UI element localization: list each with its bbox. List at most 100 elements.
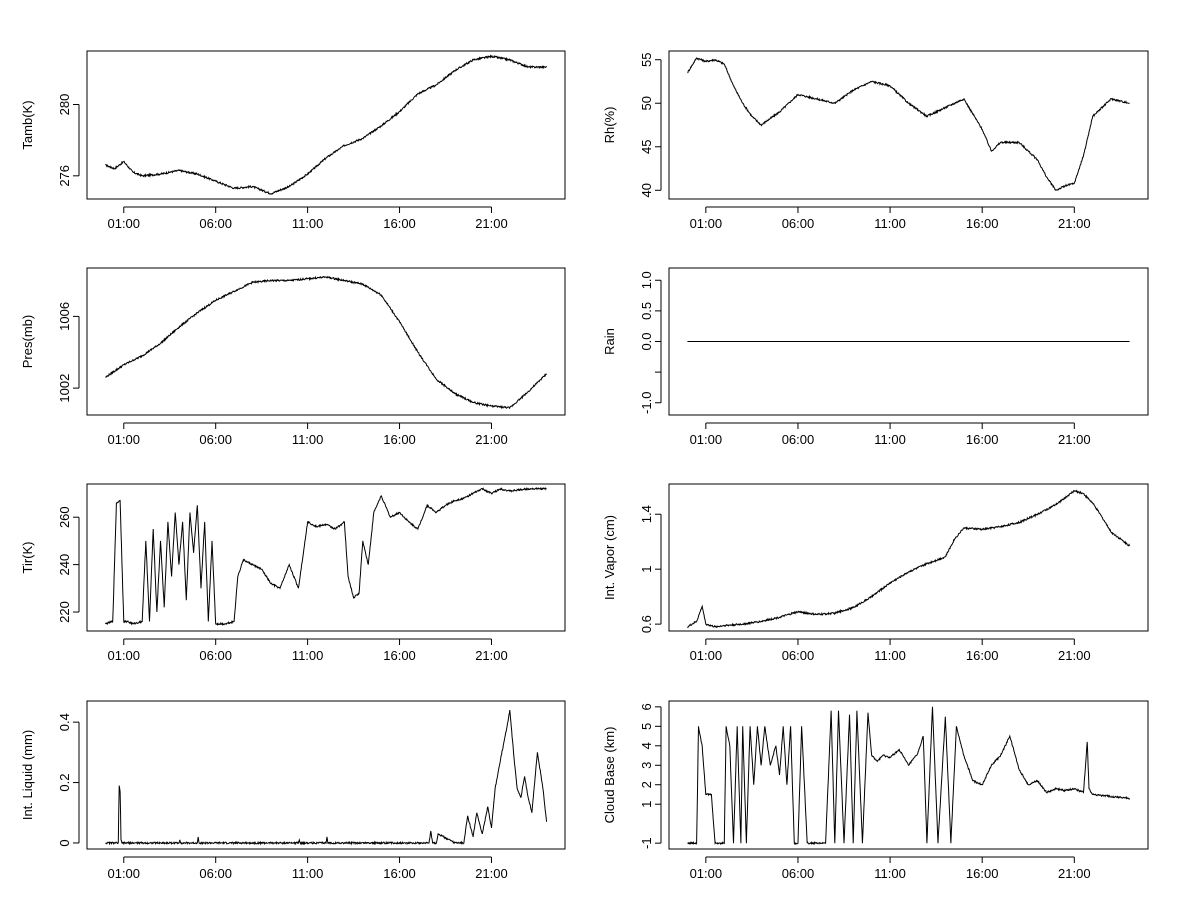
y-axis-label: Rain (602, 328, 617, 355)
x-tick-label: 16:00 (966, 648, 999, 663)
x-tick-label: 21:00 (1058, 866, 1091, 881)
x-tick-label: 21:00 (1058, 648, 1091, 663)
x-tick-label: 16:00 (383, 648, 416, 663)
plot-frame (668, 483, 1149, 632)
x-tick-label: 16:00 (383, 432, 416, 447)
y-tick-label: 0.0 (639, 332, 654, 350)
panel-3: 01:00 06:00 11:00 16:00 21:00 1002 1006 Pres(mb… (20, 267, 566, 447)
x-tick-label: 06:00 (782, 866, 815, 881)
y-axis-label: Tir(K) (20, 541, 35, 573)
x-tick-label: 21:00 (1058, 432, 1091, 447)
panel-2: 01:00 06:00 11:00 16:00 21:00 40 45 50 55 Rh(%) (602, 50, 1149, 231)
y-tick-label: 1006 (57, 302, 72, 331)
y-tick-label: -1 (639, 837, 654, 849)
series-line (104, 486, 547, 627)
y-tick-label: 0.6 (639, 615, 654, 633)
x-tick-label: 16:00 (383, 216, 416, 231)
y-tick-label: 280 (57, 94, 72, 116)
panel-5: 01:00 06:00 11:00 16:00 21:00 220 240 260 Tir(K) (20, 483, 566, 663)
y-tick-label: 1.4 (639, 505, 654, 523)
x-tick-label: 01:00 (690, 866, 723, 881)
x-tick-label: 06:00 (782, 432, 815, 447)
y-tick-label: 240 (57, 554, 72, 576)
x-tick-label: 16:00 (966, 216, 999, 231)
x-tick-label: 16:00 (966, 866, 999, 881)
x-tick-label: 11:00 (292, 866, 324, 881)
panel-8: 01:00 06:00 11:00 16:00 21:00 -1 1 2 3 4 5 6 Cloud B… (602, 700, 1149, 881)
x-tick-label: 11:00 (874, 216, 906, 231)
plot-frame (668, 267, 1149, 416)
x-tick-label: 01:00 (107, 648, 140, 663)
y-tick-label: 4 (639, 742, 654, 749)
y-tick-label: 220 (57, 601, 72, 623)
x-tick-label: 06:00 (782, 216, 815, 231)
plot-frame (668, 700, 1149, 850)
x-tick-label: 21:00 (475, 216, 508, 231)
x-tick-label: 11:00 (292, 648, 324, 663)
y-axis-label: Rh(%) (602, 107, 617, 144)
y-tick-label: 55 (639, 52, 654, 66)
plot-frame (86, 267, 566, 416)
y-tick-label: 260 (57, 506, 72, 528)
y-tick-label: 50 (639, 96, 654, 110)
x-tick-label: 06:00 (199, 216, 232, 231)
x-tick-label: 16:00 (383, 866, 416, 881)
y-axis-label: Int. Vapor (cm) (602, 515, 617, 600)
x-tick-label: 21:00 (475, 866, 508, 881)
y-tick-label: 276 (57, 165, 72, 187)
series-line (687, 706, 1131, 846)
y-tick-label: 1.0 (639, 271, 654, 289)
x-tick-label: 11:00 (874, 866, 906, 881)
y-tick-label: 0.4 (57, 713, 72, 731)
y-tick-label: 6 (639, 703, 654, 710)
x-tick-label: 01:00 (107, 866, 140, 881)
y-tick-label: 1002 (57, 374, 72, 403)
y-tick-label: 3 (639, 762, 654, 769)
x-tick-label: 06:00 (199, 648, 232, 663)
panel-7: 01:00 06:00 11:00 16:00 21:00 0 0.2 0.4 Int. Liq… (20, 700, 566, 881)
y-axis-label: Pres(mb) (20, 315, 35, 368)
y-tick-label: 2 (639, 781, 654, 788)
x-tick-label: 21:00 (475, 432, 508, 447)
series-line (105, 54, 547, 195)
y-tick-label: 0.5 (639, 302, 654, 320)
y-tick-label: 1 (639, 566, 654, 573)
y-tick-label: 40 (639, 183, 654, 197)
series-line (105, 710, 548, 846)
y-tick-label: 45 (639, 140, 654, 154)
x-tick-label: 01:00 (107, 216, 140, 231)
plot-frame (86, 50, 566, 200)
x-tick-label: 16:00 (966, 432, 999, 447)
y-tick-label: 5 (639, 723, 654, 730)
panel-4: 01:00 06:00 11:00 16:00 21:00 -1.0 0.0 0.5 1.0 Ra… (602, 267, 1149, 447)
x-tick-label: 01:00 (107, 432, 140, 447)
x-tick-label: 06:00 (199, 866, 232, 881)
series-line (687, 57, 1130, 192)
y-axis-label: Int. Liquid (mm) (20, 730, 35, 820)
y-tick-label: 0.2 (57, 774, 72, 792)
x-tick-label: 06:00 (782, 648, 815, 663)
x-tick-label: 01:00 (690, 648, 723, 663)
y-axis-label: Tamb(K) (20, 100, 35, 149)
x-tick-label: 01:00 (690, 216, 723, 231)
x-tick-label: 06:00 (199, 432, 232, 447)
x-tick-label: 21:00 (1058, 216, 1091, 231)
plot-frame (86, 700, 566, 850)
x-tick-label: 11:00 (874, 432, 906, 447)
panel-1: 01:00 06:00 11:00 16:00 21:00 276 280 Tamb(K) (20, 50, 566, 231)
x-tick-label: 11:00 (874, 648, 906, 663)
panel-6: 01:00 06:00 11:00 16:00 21:00 0.6 1 1.4 Int. Vap… (602, 483, 1149, 663)
y-tick-label: 1 (639, 801, 654, 808)
series-line (687, 489, 1131, 629)
y-tick-label: -1.0 (639, 392, 654, 414)
y-axis-label: Cloud Base (km) (602, 727, 617, 824)
y-tick-label: 0 (57, 839, 72, 846)
x-tick-label: 01:00 (690, 432, 723, 447)
plot-frame (86, 483, 566, 632)
x-tick-label: 21:00 (475, 648, 508, 663)
plot-frame (668, 50, 1149, 200)
series-line (105, 275, 548, 410)
x-tick-label: 11:00 (292, 432, 324, 447)
